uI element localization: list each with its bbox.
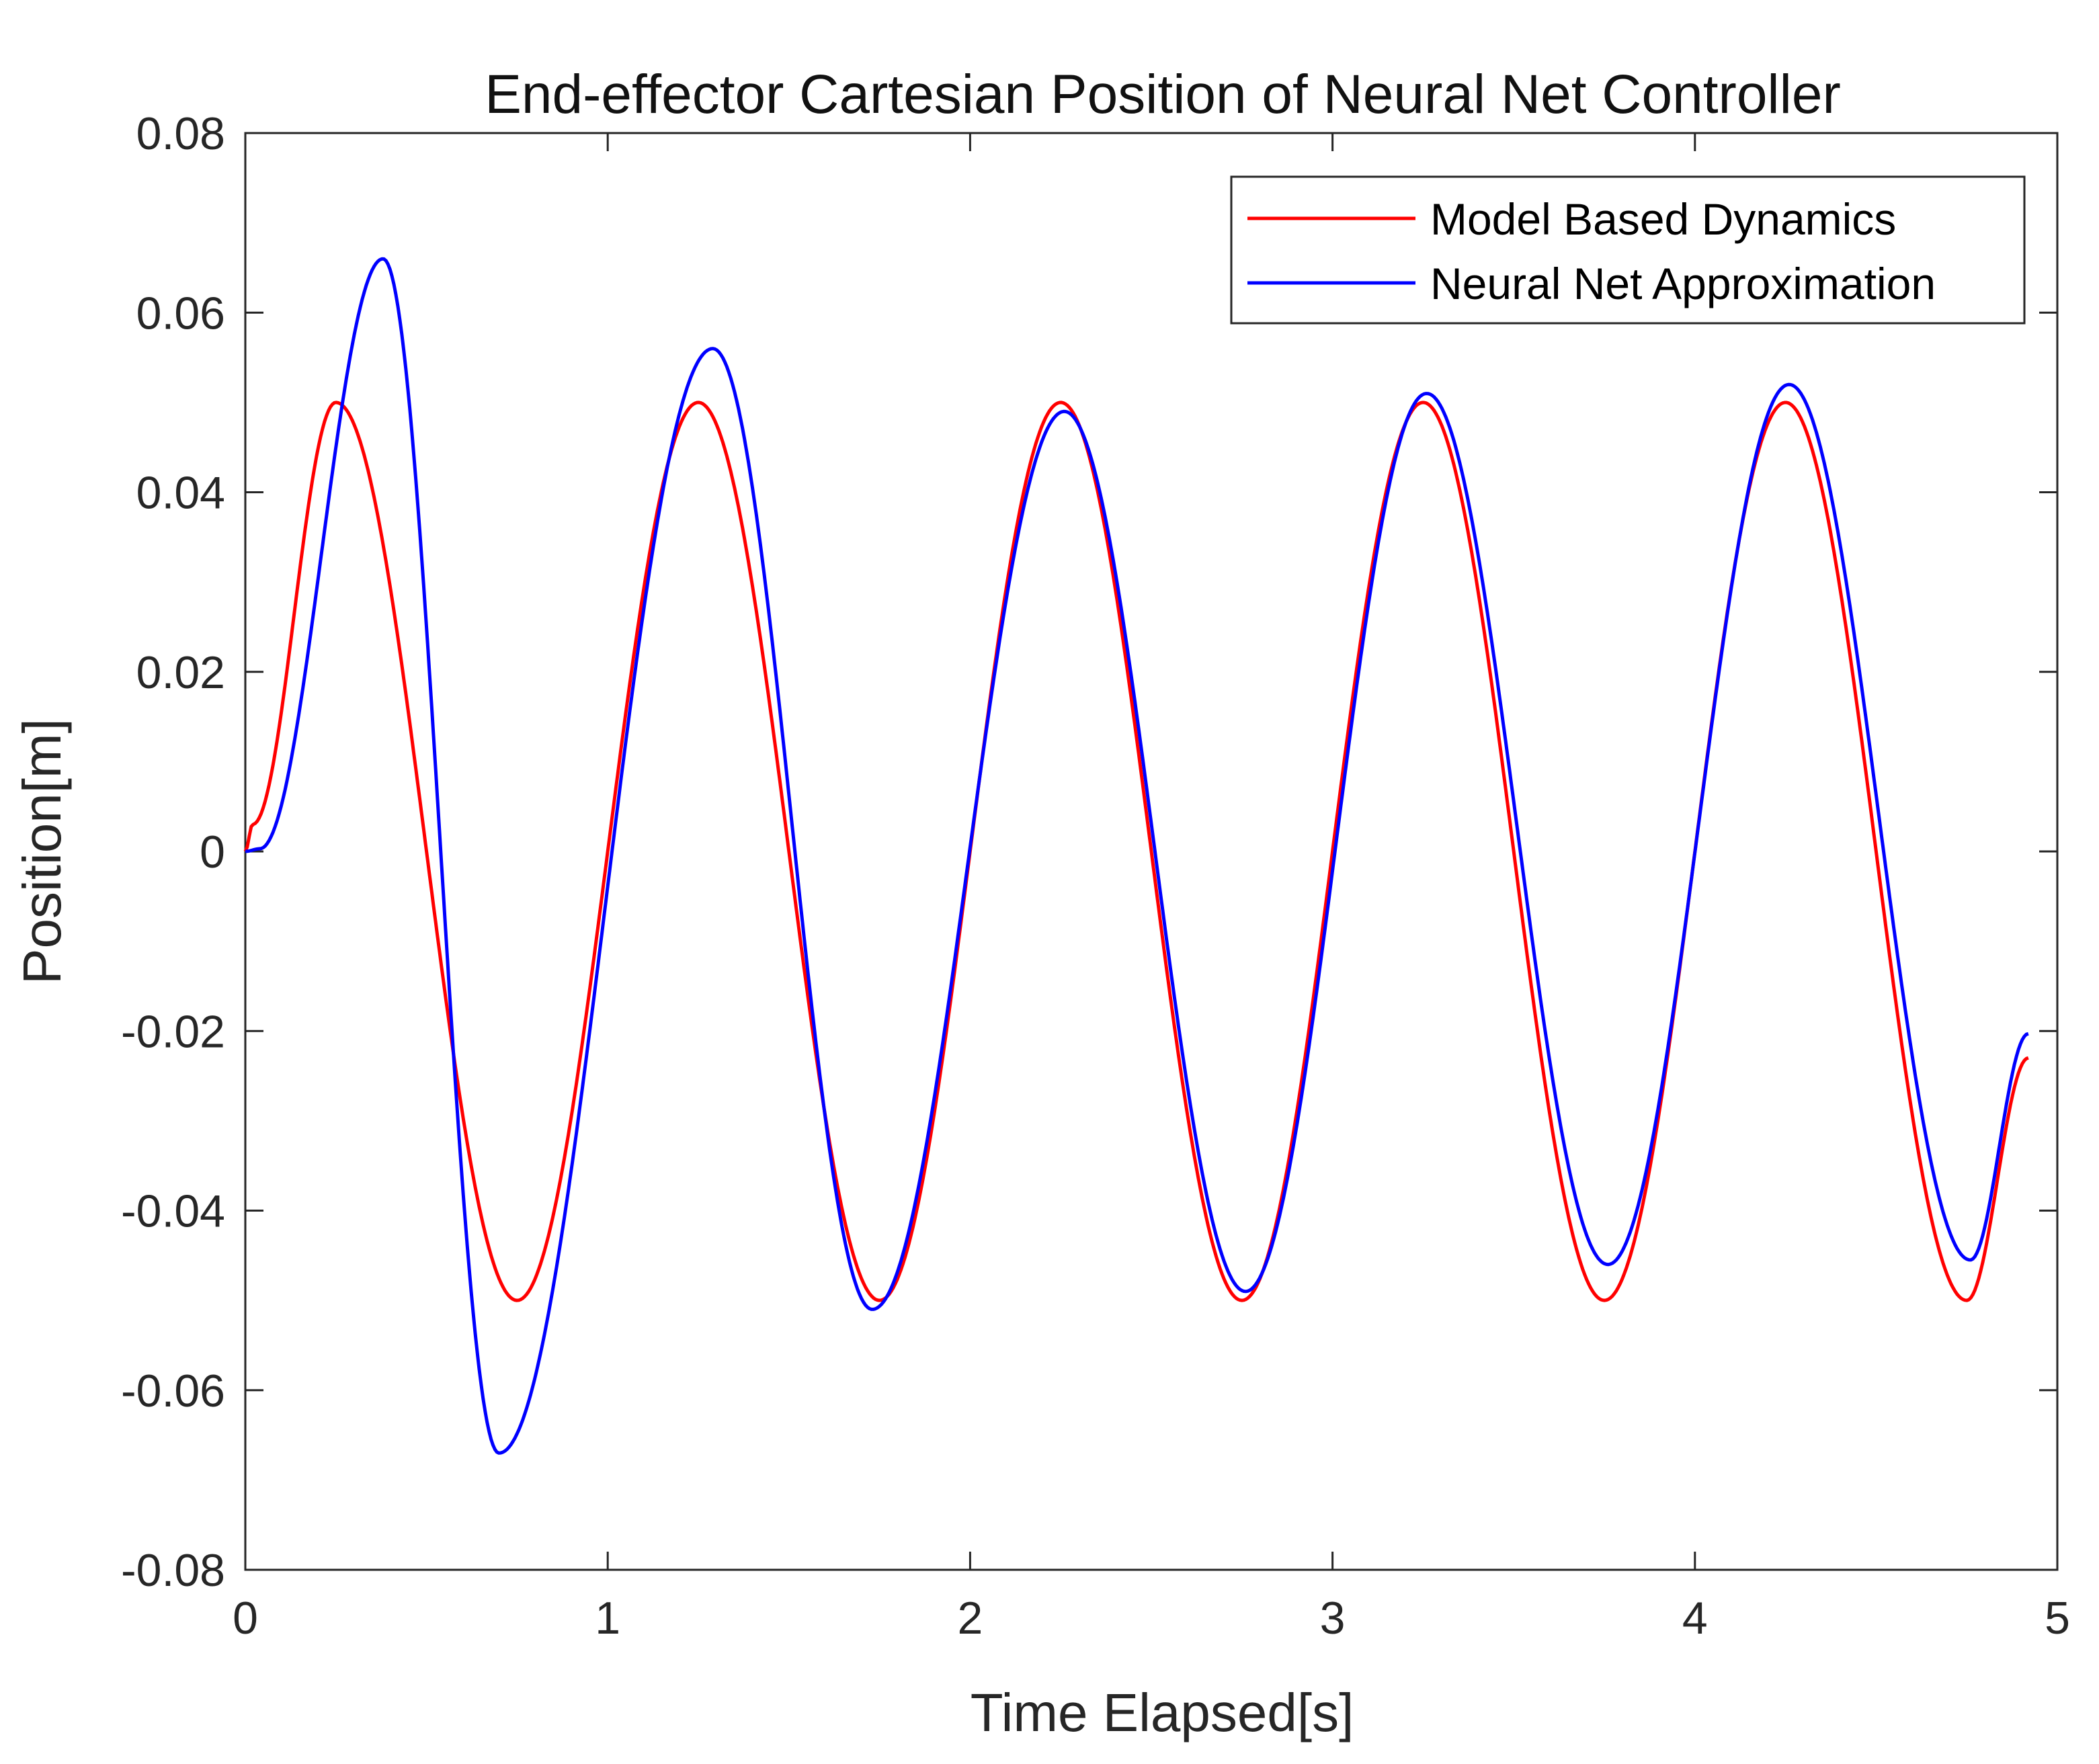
x-tick-label: 5 [2045,1593,2070,1644]
x-axis-label: Time Elapsed[s] [971,1683,1354,1742]
x-tick-label: 0 [233,1593,258,1644]
y-tick-label: 0.06 [136,288,225,339]
x-tick-label: 4 [1682,1593,1708,1644]
chart-title: End-effector Cartesian Position of Neura… [485,64,1841,125]
y-tick-label: -0.08 [121,1545,225,1596]
series-group [243,257,2029,1455]
x-axis-ticks: 0 1 2 3 4 5 [233,133,2070,1644]
series-line-neural-net [245,257,2029,1455]
y-tick-label: 0.02 [136,647,225,698]
y-tick-label: -0.04 [121,1186,225,1237]
x-tick-label: 2 [957,1593,983,1644]
x-tick-label: 3 [1320,1593,1346,1644]
y-axis-ticks: 0.08 0.06 0.04 0.02 0 -0.02 -0.04 -0.06 -0.08 [121,108,2057,1596]
legend-label-model-based: Model Based Dynamics [1430,194,1896,244]
y-tick-label: 0.08 [136,108,225,159]
y-tick-label: -0.02 [121,1006,225,1057]
y-tick-label: -0.06 [121,1366,225,1417]
x-tick-label: 1 [595,1593,620,1644]
y-axis-label: Position[m] [12,718,72,984]
legend-label-neural-net: Neural Net Approximation [1430,259,1936,308]
legend: Model Based Dynamics Neural Net Approxim… [1230,175,2026,325]
y-tick-label: 0 [200,827,225,878]
y-tick-label: 0.04 [136,468,225,519]
legend-box [1230,175,2026,325]
